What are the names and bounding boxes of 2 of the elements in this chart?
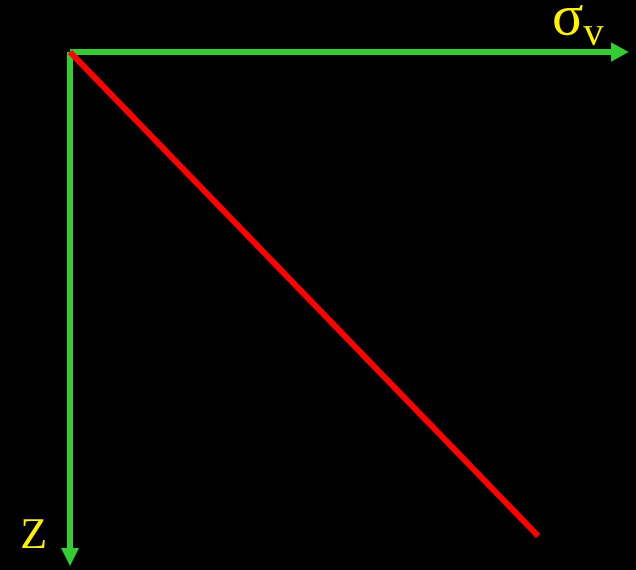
y-axis-title: Z	[22, 519, 45, 548]
x-axis-title: σ$_{v}$	[554, 4, 604, 46]
